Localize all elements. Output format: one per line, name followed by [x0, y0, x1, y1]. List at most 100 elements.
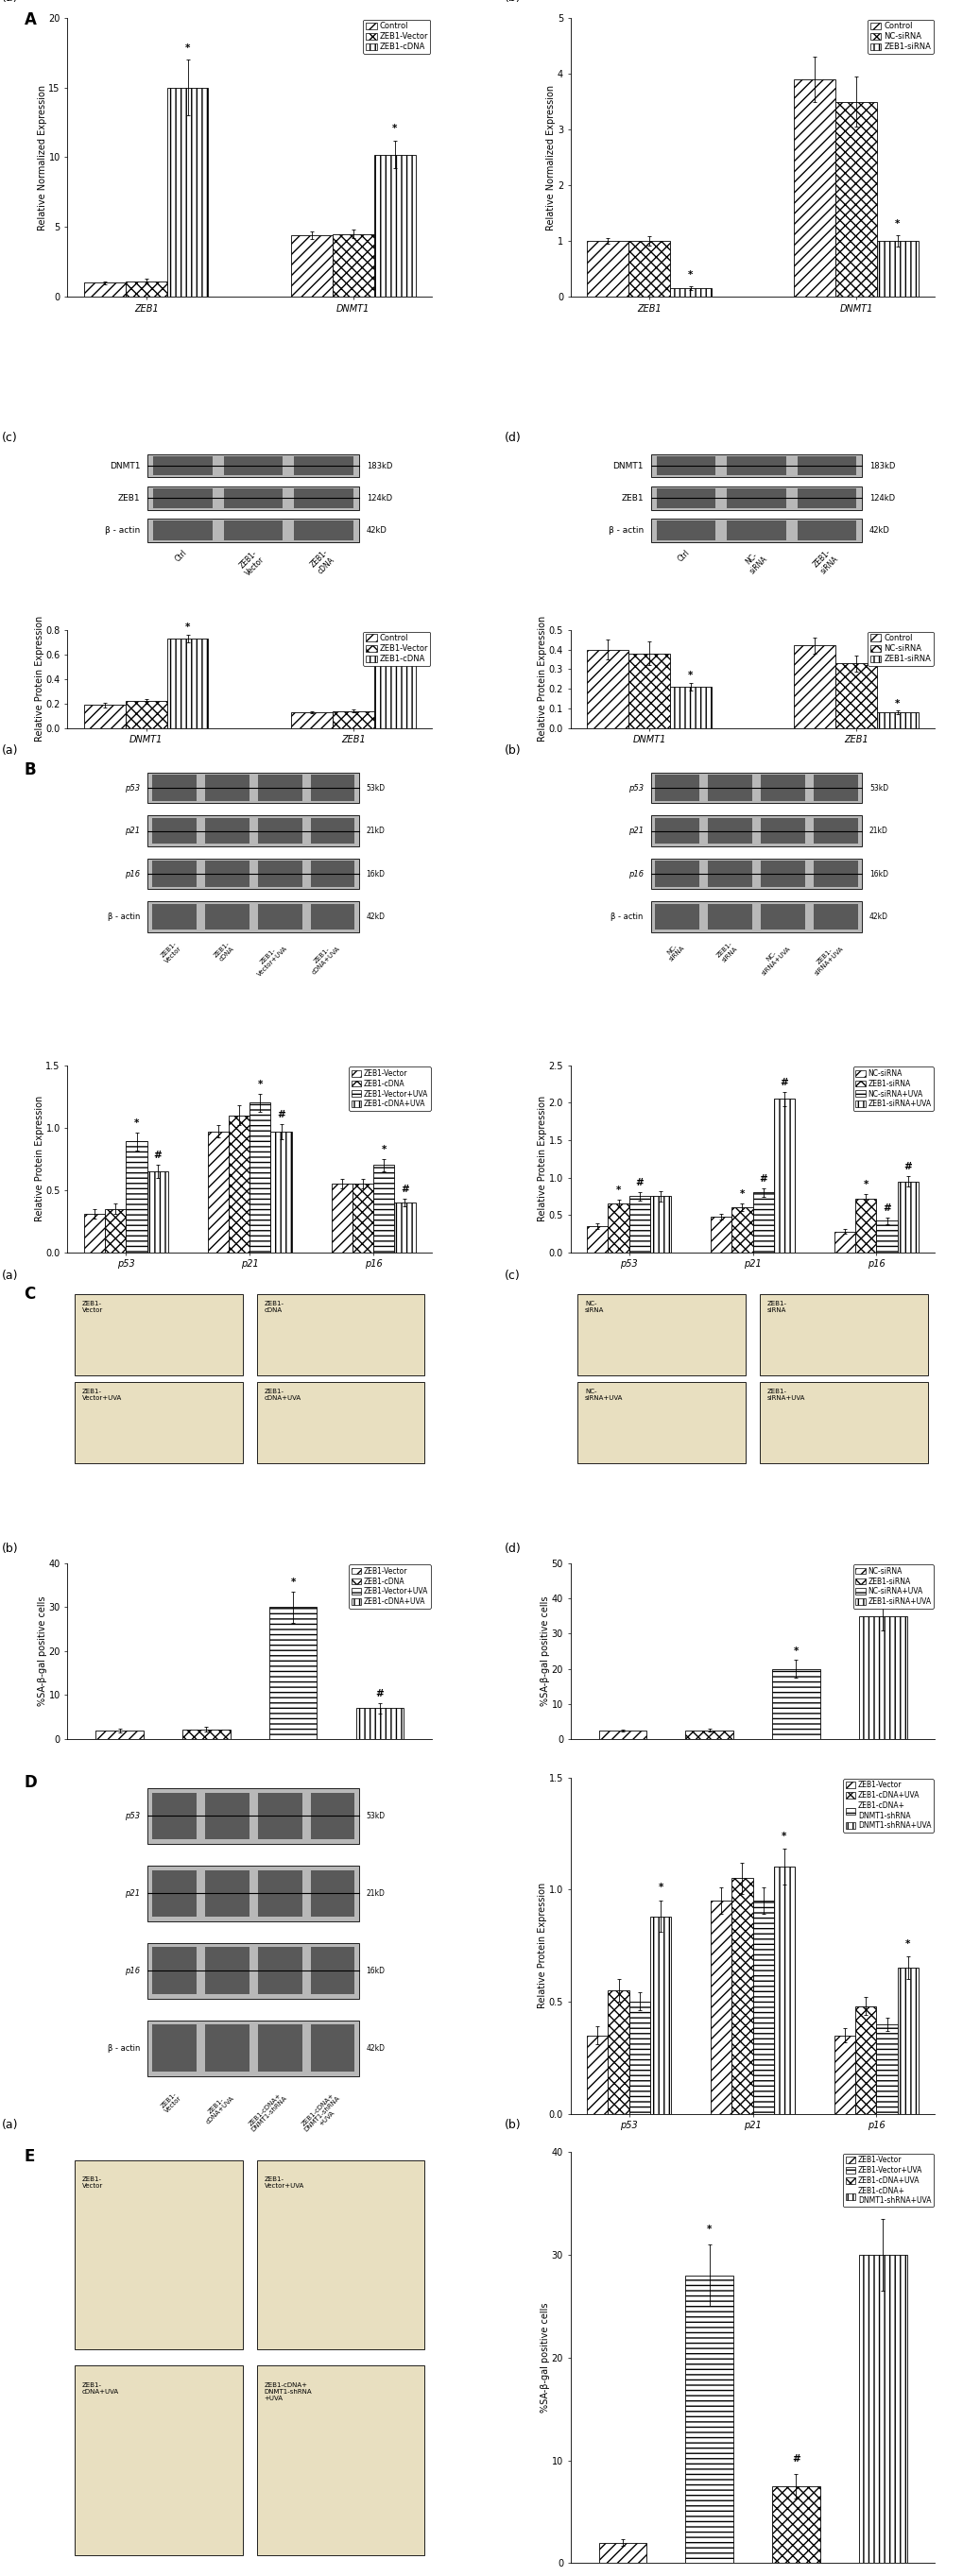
Bar — [257, 1293, 425, 1376]
Text: DNMT1: DNMT1 — [612, 461, 642, 469]
Bar — [649, 1195, 670, 1252]
Bar — [257, 860, 301, 886]
Bar — [858, 2254, 906, 2563]
Bar — [152, 904, 196, 930]
Text: p53: p53 — [125, 1811, 141, 1821]
Text: β - actin: β - actin — [108, 912, 141, 922]
Bar — [897, 1968, 918, 2115]
Bar — [760, 817, 804, 845]
Bar — [669, 688, 711, 729]
Bar — [152, 1870, 196, 1917]
Text: *: * — [706, 2226, 712, 2233]
Bar — [374, 155, 415, 296]
Text: *: * — [879, 2200, 885, 2208]
Bar — [75, 1293, 243, 1376]
Bar — [269, 1607, 317, 1739]
Bar — [577, 1383, 744, 1463]
Bar — [152, 2025, 196, 2071]
Bar — [710, 1216, 731, 1252]
Legend: ZEB1-Vector, ZEB1-cDNA+UVA, ZEB1-cDNA+
DNMT1-shRNA, DNMT1-shRNA+UVA: ZEB1-Vector, ZEB1-cDNA+UVA, ZEB1-cDNA+ D… — [843, 1780, 933, 1832]
Text: p16: p16 — [125, 871, 141, 878]
Text: ZEB1-
cDNA+UVA: ZEB1- cDNA+UVA — [306, 940, 341, 976]
Bar — [291, 234, 332, 296]
Bar — [147, 518, 359, 541]
Bar — [835, 100, 876, 296]
Text: *: * — [739, 1190, 744, 1198]
Text: ZEB1-
cDNA: ZEB1- cDNA — [213, 940, 235, 963]
Text: 53kD: 53kD — [366, 1811, 385, 1821]
Legend: NC-siRNA, ZEB1-siRNA, NC-siRNA+UVA, ZEB1-siRNA+UVA: NC-siRNA, ZEB1-siRNA, NC-siRNA+UVA, ZEB1… — [852, 1066, 933, 1110]
Text: *: * — [879, 1587, 885, 1597]
Text: *: * — [793, 1646, 798, 1656]
Bar — [257, 2025, 301, 2071]
Bar — [373, 1164, 394, 1252]
Text: *: * — [781, 1832, 786, 1842]
Text: #: # — [903, 1162, 911, 1172]
Bar — [152, 775, 196, 801]
Text: *: * — [904, 1940, 910, 1947]
Bar — [105, 1208, 126, 1252]
Text: 42kD: 42kD — [366, 526, 387, 536]
Legend: Control, ZEB1-Vector, ZEB1-cDNA: Control, ZEB1-Vector, ZEB1-cDNA — [363, 21, 430, 54]
Text: ZEB1-
Vector+UVA: ZEB1- Vector+UVA — [82, 1388, 122, 1401]
Y-axis label: Relative Protein Expression: Relative Protein Expression — [537, 1095, 547, 1221]
Bar — [773, 1868, 794, 2115]
Bar — [182, 1728, 230, 1739]
Bar — [125, 701, 167, 729]
Bar — [726, 489, 785, 507]
Bar — [854, 1198, 875, 1252]
Text: *: * — [257, 1079, 263, 1090]
Bar — [153, 489, 212, 507]
Bar — [650, 817, 861, 848]
Text: D: D — [24, 1775, 37, 1790]
Text: ZEB1-
Vector: ZEB1- Vector — [82, 1301, 103, 1314]
Text: NC-
siRNA+UVA: NC- siRNA+UVA — [585, 1388, 623, 1401]
Text: (b): (b) — [505, 744, 521, 757]
Bar — [204, 1793, 248, 1839]
Text: #: # — [635, 1177, 643, 1188]
Text: #: # — [779, 1077, 788, 1087]
Text: ZEB1-
Vector+UVA: ZEB1- Vector+UVA — [264, 2177, 304, 2190]
Bar — [656, 520, 715, 541]
Text: (b): (b) — [2, 1543, 18, 1553]
Bar — [707, 817, 751, 845]
Bar — [228, 1115, 249, 1252]
Text: NC-
siRNA: NC- siRNA — [741, 549, 768, 577]
Text: #: # — [401, 1185, 408, 1195]
Text: (a): (a) — [2, 2120, 18, 2130]
Bar — [152, 817, 196, 845]
Bar — [650, 487, 861, 510]
Bar — [294, 456, 353, 477]
Bar — [294, 489, 353, 507]
Text: p53: p53 — [628, 783, 642, 793]
Bar — [310, 1870, 354, 1917]
Bar — [332, 711, 374, 729]
Bar — [147, 902, 359, 933]
Bar — [650, 773, 861, 804]
Bar — [84, 1213, 105, 1252]
Bar — [654, 904, 698, 930]
Text: β - actin: β - actin — [608, 526, 642, 536]
Bar — [685, 1731, 733, 1739]
Text: ZEB1-
Vector: ZEB1- Vector — [159, 2092, 183, 2115]
Text: B: B — [24, 762, 36, 778]
Y-axis label: %SA-β-gal positive cells: %SA-β-gal positive cells — [540, 1597, 550, 1705]
Text: *: * — [392, 124, 397, 134]
Bar — [875, 2025, 897, 2115]
Text: #: # — [276, 1110, 285, 1121]
Bar — [204, 775, 248, 801]
Text: ZEB1: ZEB1 — [620, 495, 642, 502]
Bar — [858, 1615, 906, 1739]
Bar — [204, 817, 248, 845]
Bar — [794, 80, 835, 296]
Bar — [153, 520, 212, 541]
Bar — [310, 904, 354, 930]
Bar — [257, 1793, 301, 1839]
Bar — [650, 453, 861, 477]
Text: 21kD: 21kD — [869, 827, 887, 835]
Bar — [656, 456, 715, 477]
Text: *: * — [615, 1185, 620, 1195]
Text: Ctrl: Ctrl — [173, 549, 189, 564]
Bar — [204, 860, 248, 886]
Bar — [147, 1942, 359, 1999]
